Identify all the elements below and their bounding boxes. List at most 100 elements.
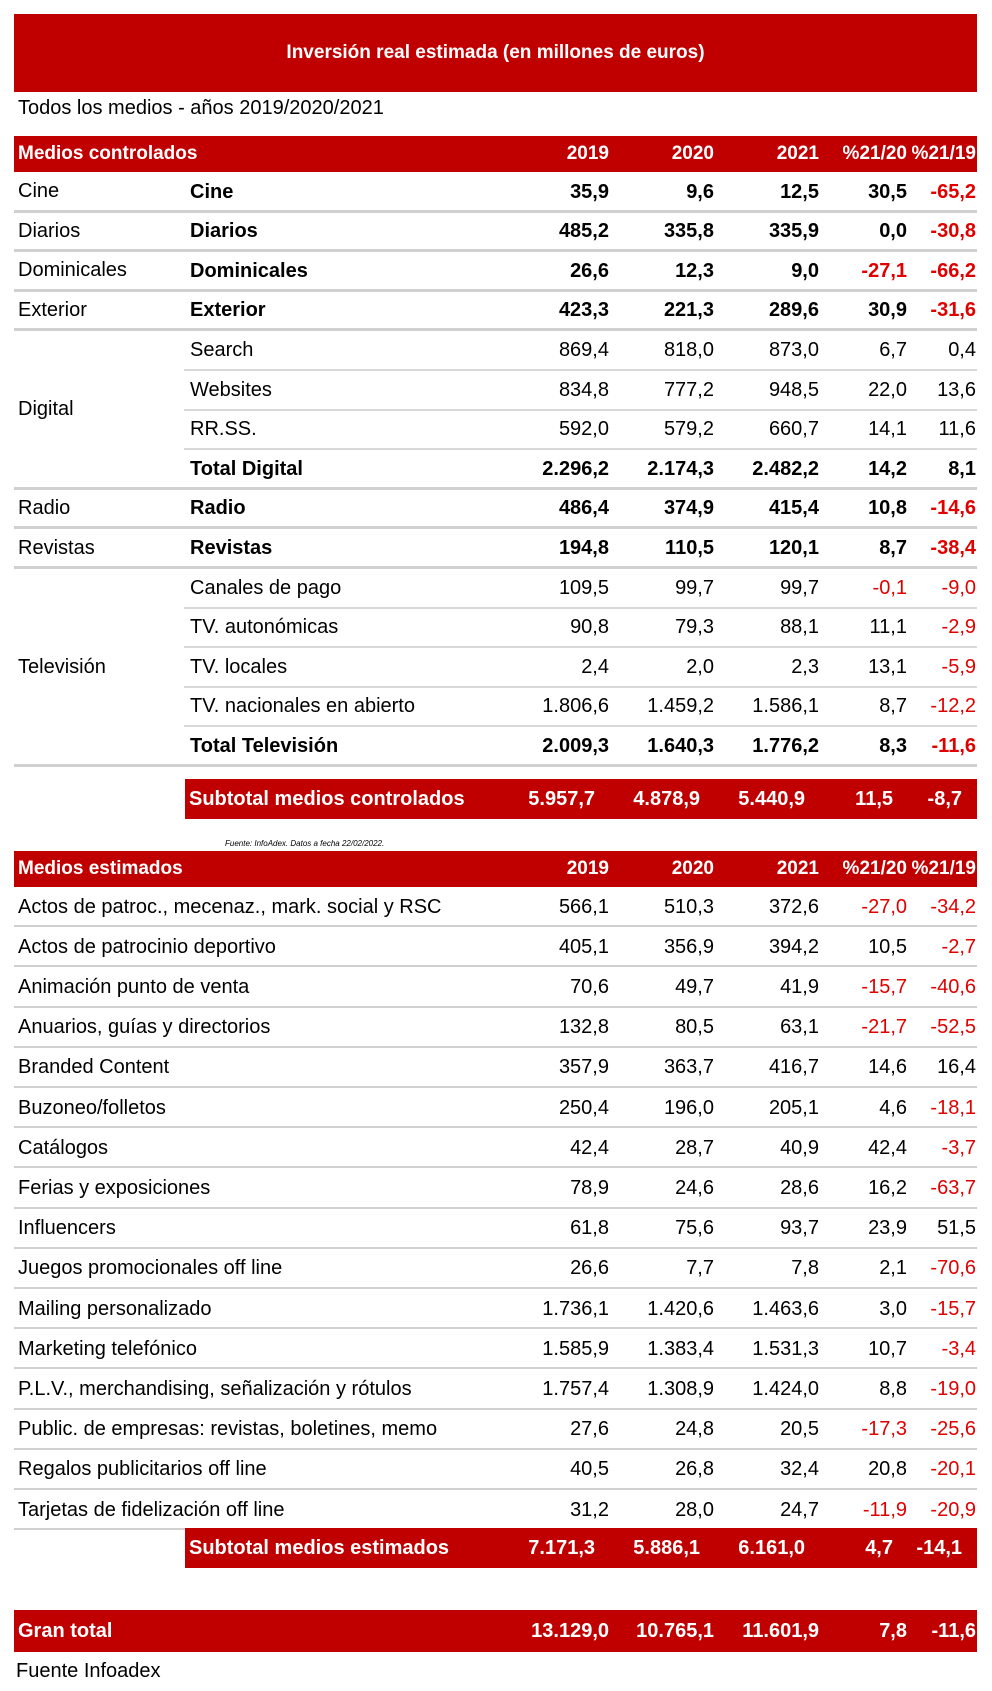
- value-2020: 26,8: [675, 1458, 714, 1481]
- pct-21-20: 3,0: [879, 1297, 907, 1320]
- controlled-table-row: Canales de pago 109,5 99,7 99,7 -0,1 -9,0: [14, 568, 977, 608]
- value-2020: 1.420,6: [647, 1297, 714, 1320]
- pct-21-19: 51,5: [937, 1217, 976, 1240]
- grand-total-label: Gran total: [18, 1619, 113, 1642]
- pct-21-20: 14,6: [868, 1056, 907, 1079]
- value-2019: 1.806,6: [542, 695, 609, 718]
- controlled-table-row: Total Digital 2.296,2 2.174,3 2.482,2 14,2 8,…: [14, 449, 977, 489]
- pct-21-19: -12,2: [930, 695, 976, 718]
- row-label: Influencers: [18, 1217, 116, 1240]
- row-category: Televisión: [18, 655, 106, 678]
- row-separator: [184, 646, 977, 649]
- header-year-2021: 2021: [776, 858, 819, 879]
- row-separator: [184, 725, 977, 728]
- subtotal-controlled-2020: 4.878,9: [633, 787, 700, 810]
- value-2021: 88,1: [780, 616, 819, 639]
- value-2020: 510,3: [663, 895, 714, 918]
- value-2020: 221,3: [663, 299, 714, 322]
- pct-21-19: -30,8: [930, 220, 976, 243]
- value-2019: 566,1: [558, 895, 609, 918]
- row-label: Juegos promocionales off line: [18, 1257, 283, 1280]
- value-2019: 132,8: [558, 1016, 609, 1039]
- estimated-table-row: Juegos promocionales off line 26,6 7,7 7,8 2…: [14, 1249, 977, 1289]
- pct-21-19: -20,1: [930, 1458, 976, 1481]
- value-2021: 28,6: [780, 1176, 819, 1199]
- row-subcategory: TV. nacionales en abierto: [190, 695, 415, 718]
- value-2021: 289,6: [768, 299, 819, 322]
- subtotal-estimated-pct-21-19: -14,1: [916, 1536, 962, 1559]
- estimated-table-row: Influencers 61,8 75,6 93,7 23,9 51,5: [14, 1209, 977, 1249]
- row-category: Diarios: [18, 219, 81, 242]
- value-2020: 49,7: [675, 975, 714, 998]
- value-2021: 93,7: [780, 1217, 819, 1240]
- source-note: Fuente: InfoAdex. Datos a fecha 22/02/20…: [225, 839, 385, 848]
- controlled-table-row: Total Televisión 2.009,3 1.640,3 1.776,2 8,3…: [14, 726, 977, 766]
- controlled-table-row: RR.SS. 592,0 579,2 660,7 14,1 11,6: [14, 410, 977, 450]
- row-subcategory: TV. locales: [190, 655, 288, 678]
- pct-21-20: -15,7: [861, 975, 907, 998]
- value-2019: 592,0: [558, 418, 609, 441]
- pct-21-20: 8,7: [879, 536, 907, 559]
- group-separator: [14, 566, 977, 569]
- estimated-header-row: Medios estimados 2019 2020 2021 %21/20 %…: [14, 851, 977, 887]
- row-subcategory: Exterior: [190, 299, 266, 322]
- row-subcategory: Total Digital: [190, 457, 303, 480]
- row-label: Ferias y exposiciones: [18, 1176, 211, 1199]
- value-2021: 7,8: [791, 1257, 819, 1280]
- value-2021: 63,1: [780, 1016, 819, 1039]
- value-2021: 2.482,2: [752, 457, 819, 480]
- group-separator: [14, 209, 977, 213]
- header-year-2021: 2021: [776, 143, 819, 164]
- subtotal-controlled-2021: 5.440,9: [738, 787, 805, 810]
- pct-21-19: -2,7: [941, 935, 976, 958]
- value-2019: 486,4: [558, 497, 609, 520]
- row-category: Radio: [18, 497, 71, 520]
- value-2020: 7,7: [686, 1257, 714, 1280]
- pct-21-20: 8,3: [879, 734, 907, 757]
- row-label: Animación punto de venta: [18, 975, 250, 998]
- controlled-table-row: Websites 834,8 777,2 948,5 22,0 13,6: [14, 370, 977, 410]
- row-separator: [14, 965, 977, 968]
- table-subtitle: Todos los medios - años 2019/2020/2021: [18, 97, 384, 119]
- value-2019: 26,6: [570, 259, 609, 282]
- row-label: Actos de patrocinio deportivo: [18, 935, 276, 958]
- pct-21-19: -19,0: [930, 1377, 976, 1400]
- grand-total-row: Gran total 13.129,0 10.765,1 11.601,9 7,…: [14, 1610, 977, 1652]
- row-separator: [14, 925, 977, 928]
- row-subcategory: TV. autonómicas: [190, 616, 339, 639]
- estimated-table-row: Ferias y exposiciones 78,9 24,6 28,6 16,2 -63…: [14, 1168, 977, 1208]
- controlled-header-row: Medios controlados 2019 2020 2021 %21/20…: [14, 136, 977, 172]
- header-year-2020: 2020: [671, 143, 714, 164]
- value-2019: 70,6: [570, 975, 609, 998]
- row-category: Digital: [18, 398, 74, 421]
- group-separator: [14, 486, 977, 490]
- pct-21-19: 8,1: [948, 457, 976, 480]
- group-separator: [14, 288, 977, 292]
- value-2019: 834,8: [558, 378, 609, 401]
- value-2020: 818,0: [663, 338, 714, 361]
- value-2021: 12,5: [780, 180, 819, 203]
- estimated-table-row: Branded Content 357,9 363,7 416,7 14,6 16,4: [14, 1048, 977, 1088]
- value-2020: 1.308,9: [647, 1377, 714, 1400]
- controlled-table-row: TV. nacionales en abierto 1.806,6 1.459,2 1…: [14, 687, 977, 727]
- value-2021: 660,7: [768, 418, 819, 441]
- subtotal-controlled-row: Subtotal medios controlados 5.957,7 4.87…: [185, 779, 977, 819]
- value-2019: 78,9: [570, 1176, 609, 1199]
- row-separator: [14, 1166, 977, 1169]
- row-separator: [14, 1407, 977, 1410]
- row-separator: [184, 606, 977, 609]
- value-2019: 869,4: [558, 338, 609, 361]
- value-2021: 41,9: [780, 975, 819, 998]
- subtotal-estimated-2021: 6.161,0: [738, 1536, 805, 1559]
- pct-21-20: 23,9: [868, 1217, 907, 1240]
- row-label: Buzoneo/folletos: [18, 1096, 166, 1119]
- value-2020: 1.640,3: [647, 734, 714, 757]
- value-2020: 79,3: [675, 616, 714, 639]
- row-label: Mailing personalizado: [18, 1297, 212, 1320]
- row-subcategory: Dominicales: [190, 259, 308, 282]
- estimated-table-row: Public. de empresas: revistas, boletines…: [14, 1410, 977, 1450]
- value-2020: 1.459,2: [647, 695, 714, 718]
- value-2021: 1.424,0: [752, 1377, 819, 1400]
- value-2021: 205,1: [768, 1096, 819, 1119]
- subtotal-estimated-2019: 7.171,3: [528, 1536, 595, 1559]
